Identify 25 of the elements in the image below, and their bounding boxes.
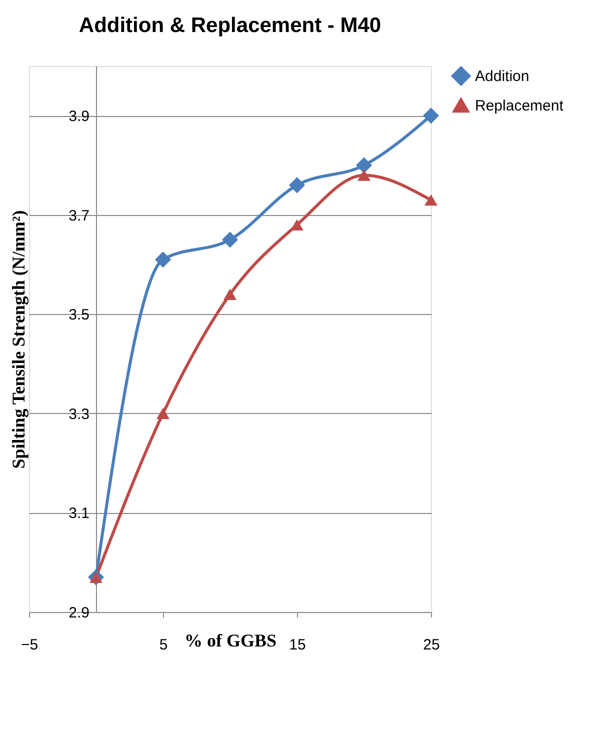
legend-label: Addition <box>475 68 530 85</box>
point <box>356 157 372 174</box>
x-axis-title: % of GGBS <box>184 630 277 650</box>
point <box>422 108 440 124</box>
y-tick-label: 3.7 <box>68 207 90 224</box>
y-tick-label: 3.3 <box>68 406 90 423</box>
y-tick-label: 3.9 <box>68 108 90 126</box>
y-axis-title: Spilting Tensile Strength (N/mm²) <box>8 210 29 469</box>
point <box>288 177 306 194</box>
x-tick-label: −5 <box>20 636 38 654</box>
point <box>290 219 304 230</box>
point <box>357 170 371 181</box>
x-tick-label: 25 <box>423 636 440 654</box>
y-tick-label: 3.5 <box>68 306 90 324</box>
point <box>156 408 170 420</box>
legend-label: Replacement <box>475 98 564 114</box>
x-tick-label: 15 <box>289 636 306 654</box>
x-tick-label: 5 <box>159 636 168 654</box>
point <box>154 252 172 268</box>
point <box>223 288 237 300</box>
y-tick-label: 3.1 <box>68 505 90 522</box>
point <box>424 194 438 206</box>
point <box>222 232 238 248</box>
y-tick-label: 2.9 <box>68 604 90 622</box>
chart-title: Addition & Replacement - M40 <box>78 14 382 37</box>
